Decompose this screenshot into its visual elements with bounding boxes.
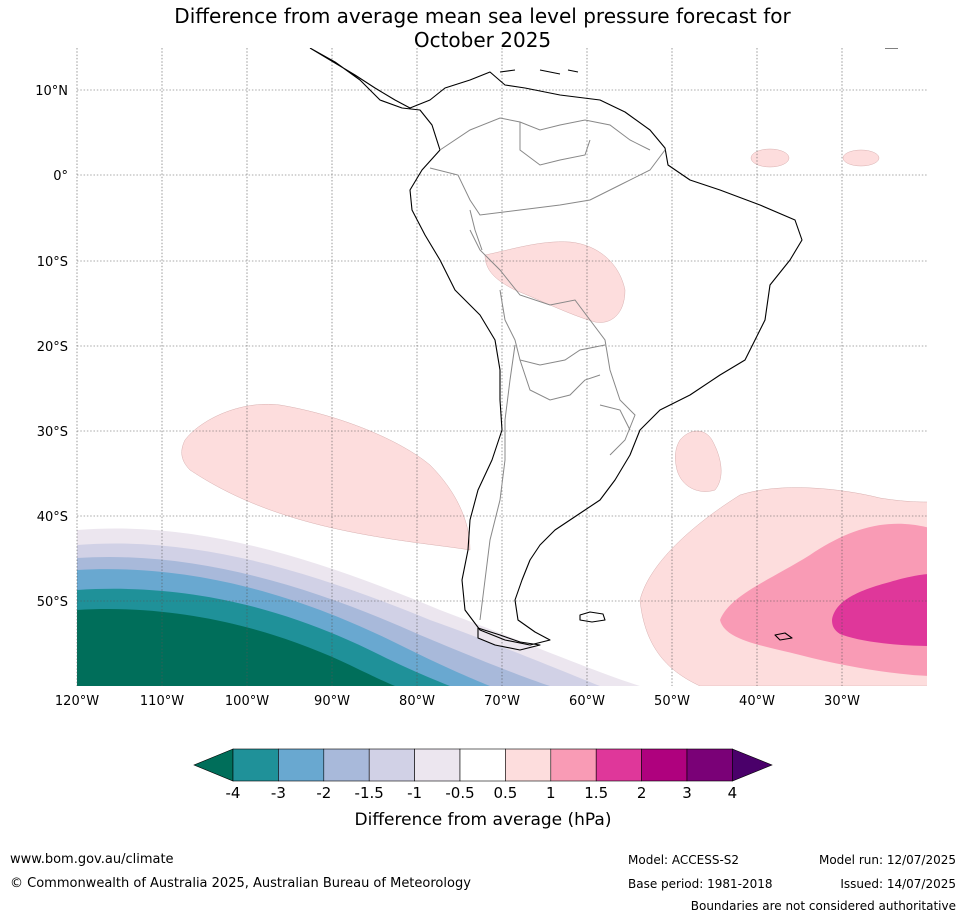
lat-label-20s: 20°S <box>37 340 68 355</box>
lon-label-80w: 80°W <box>399 694 435 709</box>
website-link[interactable]: www.bom.gov.au/climate <box>10 852 174 867</box>
colorbar-swatch-4 <box>368 748 415 782</box>
tierra-del-fuego <box>477 627 541 651</box>
lat-label-30s: 30°S <box>37 425 68 440</box>
model-run-date: Model run: 12/07/2025 <box>818 853 956 867</box>
anomaly-pacific-positive <box>181 403 471 551</box>
graticule <box>76 48 927 686</box>
colorbar-swatch-9 <box>595 748 642 782</box>
base-period: Base period: 1981-2018 <box>628 877 773 891</box>
colorbar-swatch-6 <box>459 748 506 782</box>
anomaly-uruguay-positive <box>675 430 722 492</box>
lon-label-90w: 90°W <box>314 694 350 709</box>
colorbar-swatch-7 <box>505 748 552 782</box>
colorbar-extend-min <box>193 748 234 782</box>
colorbar-swatch-2 <box>278 748 325 782</box>
anomaly-atlantic-positive-1 <box>750 148 790 168</box>
lat-label-10s: 10°S <box>37 255 68 270</box>
colorbar-ticks: -4 -3 -2 -1.5 -1 -0.5 0.5 1 1.5 2 3 4 <box>226 784 738 802</box>
lat-label-40s: 40°S <box>37 510 68 525</box>
issued-date: Issued: 14/07/2025 <box>840 877 956 891</box>
lat-label-50s: 50°S <box>37 595 68 610</box>
anomaly-band-minus4 <box>77 609 395 686</box>
south-georgia <box>774 632 793 641</box>
colorbar <box>193 748 773 782</box>
model-name: Model: ACCESS-S2 <box>628 853 740 867</box>
colorbar-tick: 0.5 <box>493 784 517 802</box>
latitude-labels: 10°N 0° 10°S 20°S 30°S 40°S 50°S <box>35 84 68 610</box>
title-line-1: Difference from average mean sea level p… <box>174 4 791 28</box>
colorbar-tick: 4 <box>728 784 738 802</box>
colorbar-swatch-11 <box>686 748 733 782</box>
colorbar-tick: -1 <box>407 784 422 802</box>
colorbar-label: Difference from average (hPa) <box>355 810 612 830</box>
colorbar-tick: -3 <box>271 784 286 802</box>
country-borders <box>429 117 666 621</box>
anomaly-field <box>77 148 927 686</box>
map-title: Difference from average mean sea level p… <box>0 4 965 52</box>
lon-label-120w: 120°W <box>55 694 99 709</box>
title-line-2: October 2025 <box>413 28 552 52</box>
colorbar-swatch-3 <box>323 748 370 782</box>
lon-label-110w: 110°W <box>140 694 184 709</box>
copyright-text: © Commonwealth of Australia 2025, Austra… <box>10 876 471 891</box>
colorbar-tick: 2 <box>637 784 647 802</box>
colorbar-extend-max <box>732 748 773 782</box>
anomaly-atlantic-positive-2 <box>842 149 880 167</box>
colorbar-tick: 1.5 <box>584 784 608 802</box>
colorbar-tick: -0.5 <box>445 784 474 802</box>
colorbar-tick: 1 <box>546 784 556 802</box>
colorbar-swatch-10 <box>641 748 688 782</box>
lon-label-100w: 100°W <box>225 694 269 709</box>
colorbar-swatch-5 <box>414 748 461 782</box>
lat-label-0: 0° <box>53 169 68 184</box>
lon-label-40w: 40°W <box>739 694 775 709</box>
anomaly-south-atlantic-15 <box>832 574 927 646</box>
colorbar-tick: -4 <box>226 784 241 802</box>
colorbar-swatch-1 <box>232 748 279 782</box>
lon-label-30w: 30°W <box>824 694 860 709</box>
lat-label-10n: 10°N <box>35 84 68 99</box>
caribbean-islands <box>499 48 898 75</box>
falkland-islands <box>579 611 606 623</box>
lon-label-60w: 60°W <box>569 694 605 709</box>
coastlines <box>309 48 898 651</box>
colorbar-swatch-8 <box>550 748 597 782</box>
south-america-coastline <box>309 48 803 646</box>
colorbar-tick: 3 <box>682 784 692 802</box>
longitude-labels: 120°W 110°W 100°W 90°W 80°W 70°W 60°W 50… <box>55 694 860 709</box>
boundaries-disclaimer: Boundaries are not considered authoritat… <box>690 899 956 913</box>
lon-label-50w: 50°W <box>654 694 690 709</box>
lon-label-70w: 70°W <box>484 694 520 709</box>
colorbar-tick: -1.5 <box>355 784 384 802</box>
colorbar-tick: -2 <box>316 784 331 802</box>
anomaly-amazon-positive <box>484 241 626 323</box>
